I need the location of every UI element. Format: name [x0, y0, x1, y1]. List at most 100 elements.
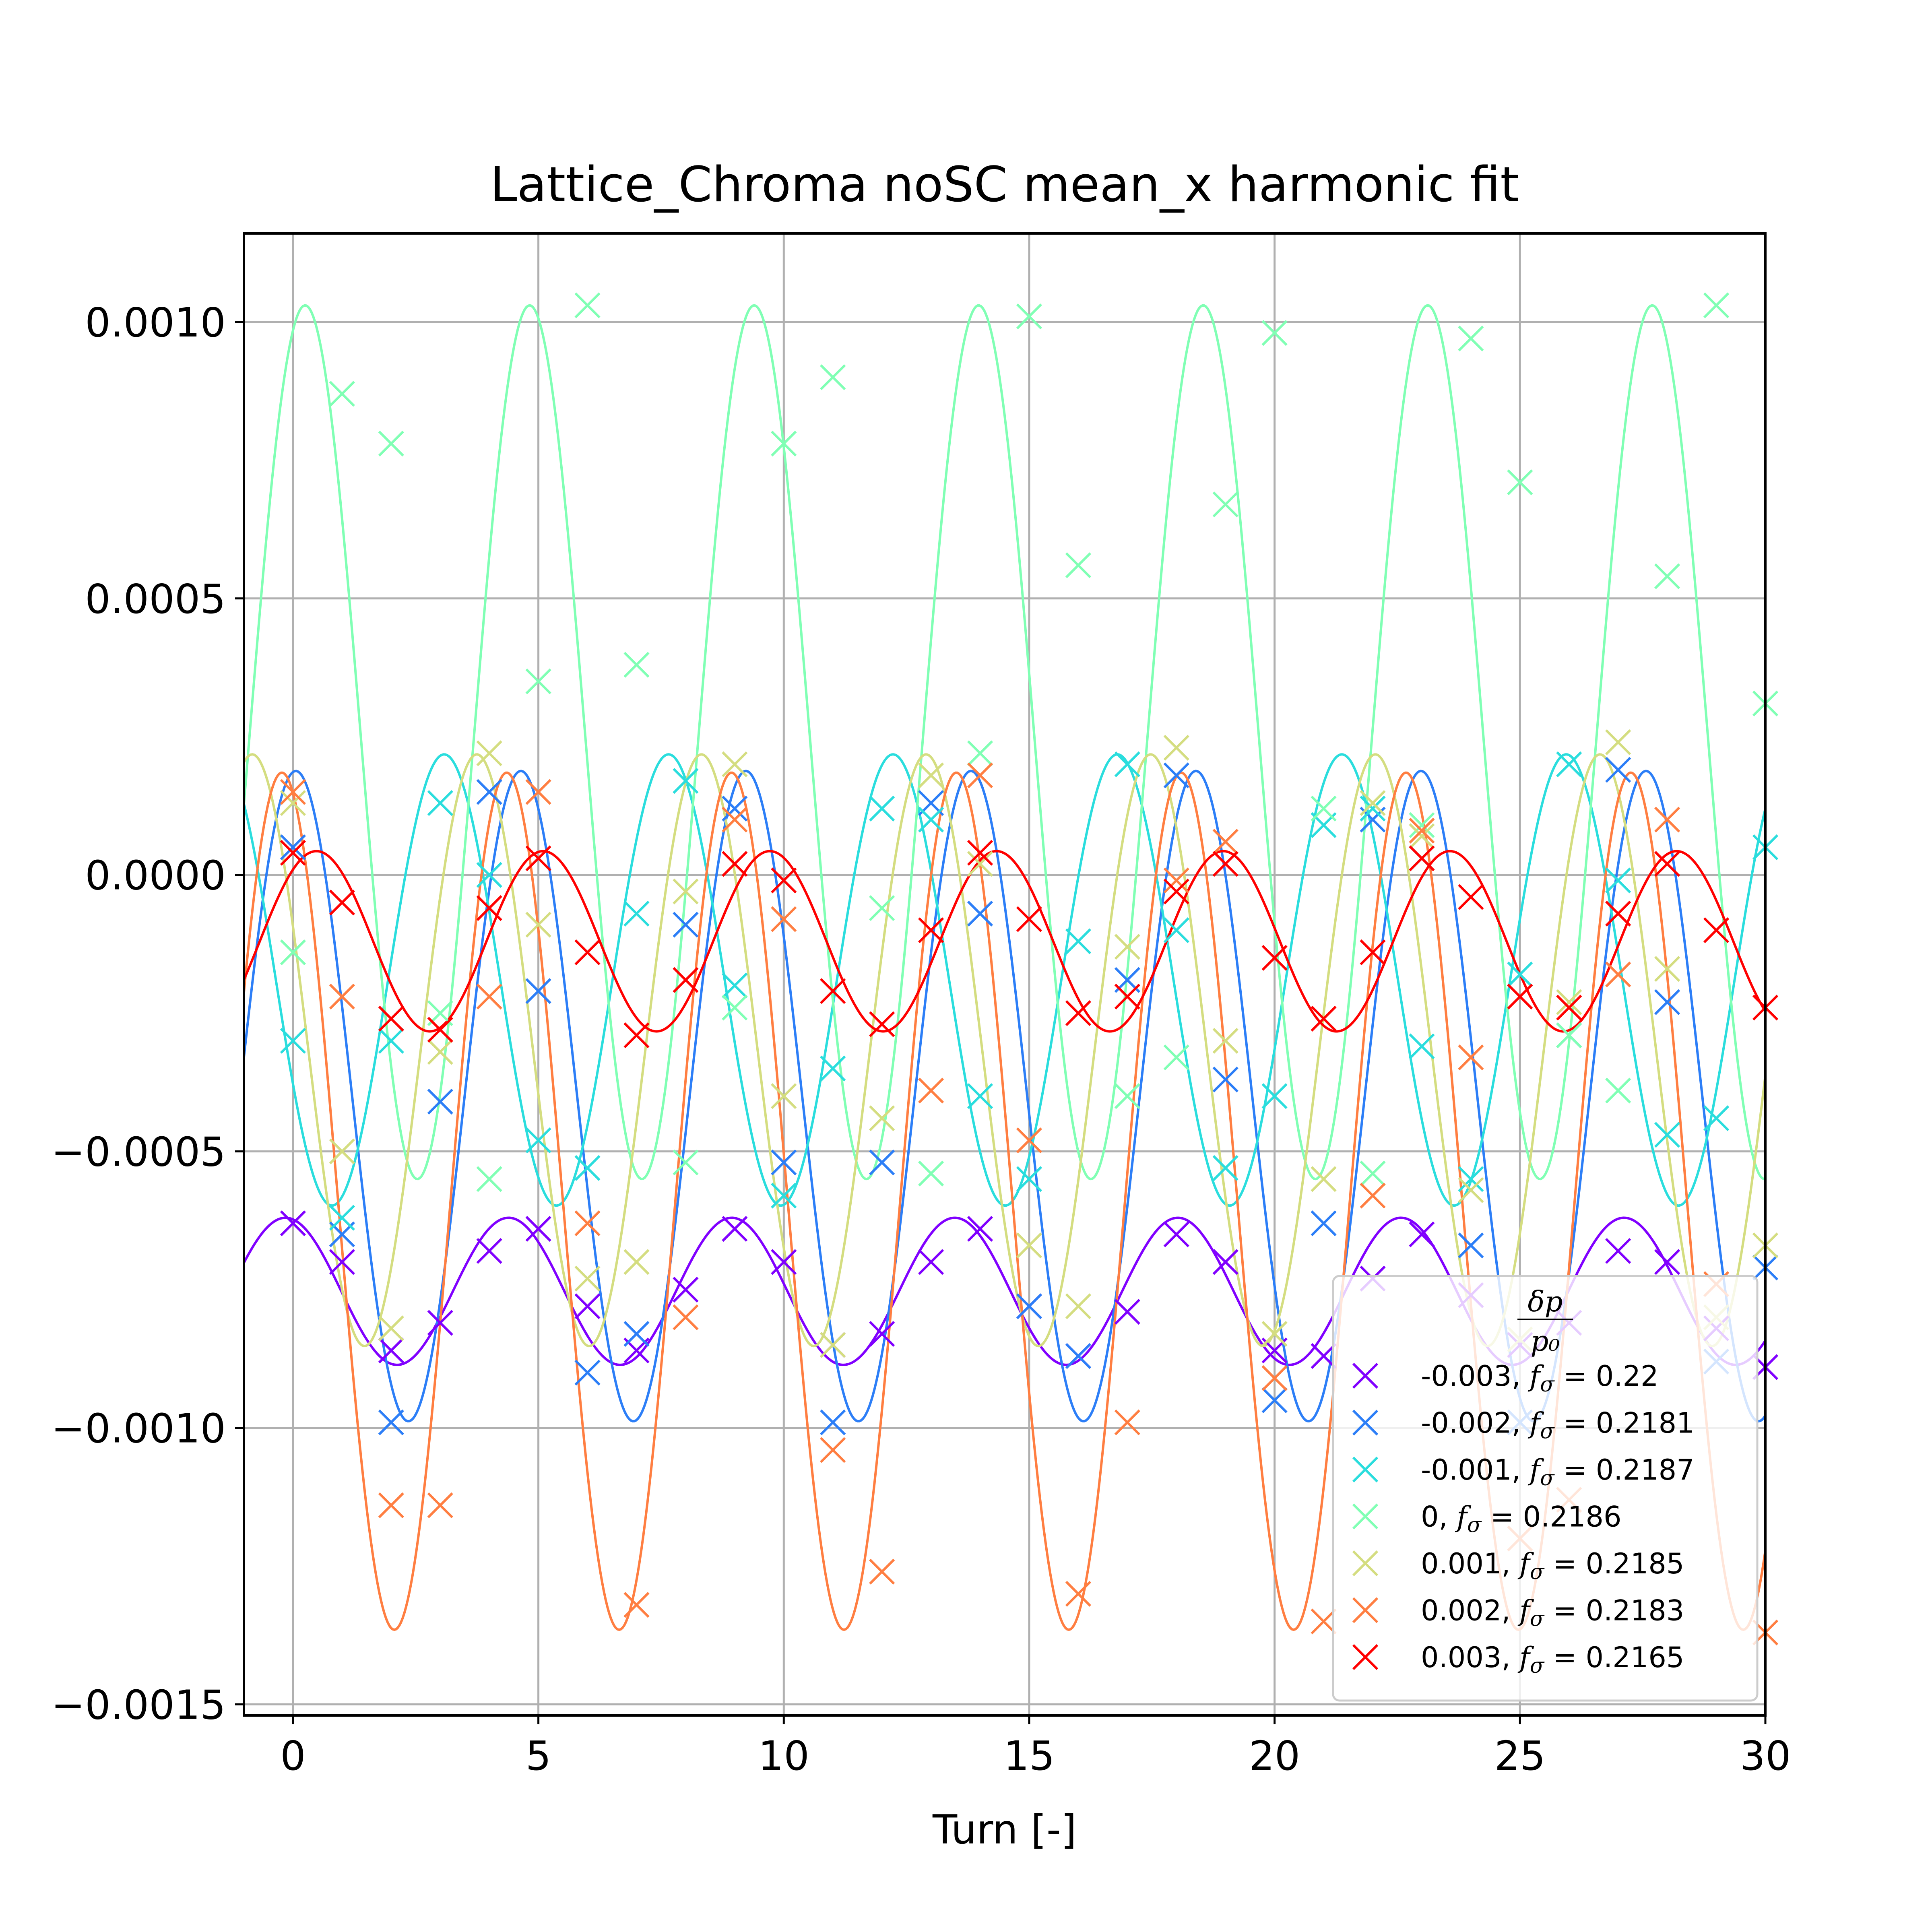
data-point — [1212, 1028, 1238, 1054]
data-point — [525, 978, 551, 1004]
data-point — [1212, 1155, 1238, 1181]
data-point — [1163, 1044, 1189, 1071]
legend-entry: -0.003, fσ = 0.22 — [1352, 1360, 1659, 1397]
data-point — [967, 851, 993, 877]
data-point — [673, 1304, 699, 1330]
data-point — [869, 795, 895, 822]
data-point — [427, 1492, 453, 1519]
data-point — [1261, 320, 1288, 346]
data-point — [918, 807, 944, 833]
data-point — [1409, 1221, 1435, 1247]
data-point — [1016, 1232, 1042, 1259]
legend-label: 0.001, fσ = 0.2185 — [1421, 1547, 1684, 1584]
data-point — [1311, 1343, 1337, 1369]
data-point — [771, 1249, 797, 1275]
legend-title-numerator: δp — [1528, 1285, 1563, 1318]
y-tick-label: 0.0005 — [85, 576, 226, 623]
grid — [244, 233, 1767, 1715]
data-point — [1016, 906, 1042, 932]
data-point — [1163, 867, 1189, 894]
fit-line — [244, 753, 1765, 1207]
data-point — [1605, 1077, 1631, 1104]
data-point — [967, 1083, 993, 1109]
data-point — [623, 900, 650, 927]
data-point — [378, 1492, 404, 1519]
data-point — [820, 364, 846, 390]
data-point — [918, 917, 944, 943]
data-point — [1311, 1005, 1337, 1032]
x-tick-label: 25 — [1494, 1732, 1546, 1779]
data-point — [869, 1011, 895, 1037]
data-point — [476, 862, 502, 888]
data-point — [574, 1155, 601, 1181]
data-point — [1114, 1409, 1140, 1435]
data-point — [1261, 1321, 1288, 1347]
data-point — [1114, 1298, 1140, 1325]
legend-entry: 0.002, fσ = 0.2183 — [1352, 1594, 1684, 1631]
data-point — [1654, 956, 1680, 982]
x-tick-label: 20 — [1249, 1732, 1300, 1779]
data-point — [1556, 989, 1582, 1015]
data-point — [1261, 1387, 1288, 1414]
x-tick-label: 30 — [1740, 1732, 1791, 1779]
legend-marker — [1352, 1597, 1379, 1623]
data-point — [967, 740, 993, 766]
data-point — [329, 983, 355, 1010]
data-point — [967, 1216, 993, 1242]
data-point — [1360, 795, 1386, 822]
y-tick-label: −0.0015 — [51, 1682, 226, 1729]
data-point — [1409, 845, 1435, 871]
data-point — [427, 1310, 453, 1336]
data-point — [967, 840, 993, 866]
legend-label: -0.001, fσ = 0.2187 — [1421, 1453, 1695, 1490]
data-point — [1114, 1083, 1140, 1109]
y-tick-label: 0.0010 — [85, 299, 226, 346]
data-point — [1605, 867, 1631, 894]
data-point — [574, 1360, 601, 1386]
data-point — [918, 1077, 944, 1104]
data-point — [1458, 1044, 1484, 1071]
data-point — [771, 430, 797, 457]
x-axis-label: Turn [-] — [932, 1806, 1077, 1853]
data-point — [280, 939, 306, 966]
data-point — [1458, 1166, 1484, 1192]
data-point — [869, 1321, 895, 1347]
data-point — [967, 762, 993, 788]
data-point — [820, 1409, 846, 1435]
data-point — [525, 779, 551, 805]
data-point — [525, 1127, 551, 1154]
data-point — [1065, 552, 1092, 578]
data-point — [623, 1249, 650, 1275]
data-point — [1458, 884, 1484, 910]
data-point — [1212, 1066, 1238, 1093]
data-point — [771, 1149, 797, 1176]
data-point — [1360, 1183, 1386, 1209]
data-point — [1016, 1293, 1042, 1319]
data-point — [771, 1083, 797, 1109]
data-point — [820, 978, 846, 1004]
y-axis: −0.0015 −0.0010 −0.0005 0.0000 0.0005 0.0010 — [51, 299, 244, 1729]
data-point — [673, 967, 699, 993]
data-point — [673, 1149, 699, 1176]
data-point — [1409, 823, 1435, 849]
data-point — [1065, 1293, 1092, 1319]
data-point — [427, 1039, 453, 1065]
data-point — [1605, 757, 1631, 783]
data-point — [476, 983, 502, 1010]
data-point — [1654, 1122, 1680, 1148]
data-point — [525, 1216, 551, 1242]
data-point — [1311, 1166, 1337, 1192]
x-tick-label: 0 — [280, 1732, 306, 1779]
legend-box — [1332, 1275, 1759, 1702]
plot-area-frame — [243, 232, 1767, 1717]
data-point — [525, 912, 551, 938]
data-point — [673, 878, 699, 905]
data-point — [918, 1249, 944, 1275]
data-point — [1507, 469, 1533, 495]
data-point — [771, 906, 797, 932]
data-point — [1507, 983, 1533, 1010]
legend-marker — [1352, 1456, 1379, 1483]
chart-title: Lattice_Chroma noSC mean_x harmonic fit — [490, 157, 1519, 213]
data-point — [574, 1265, 601, 1292]
data-point — [1556, 751, 1582, 778]
